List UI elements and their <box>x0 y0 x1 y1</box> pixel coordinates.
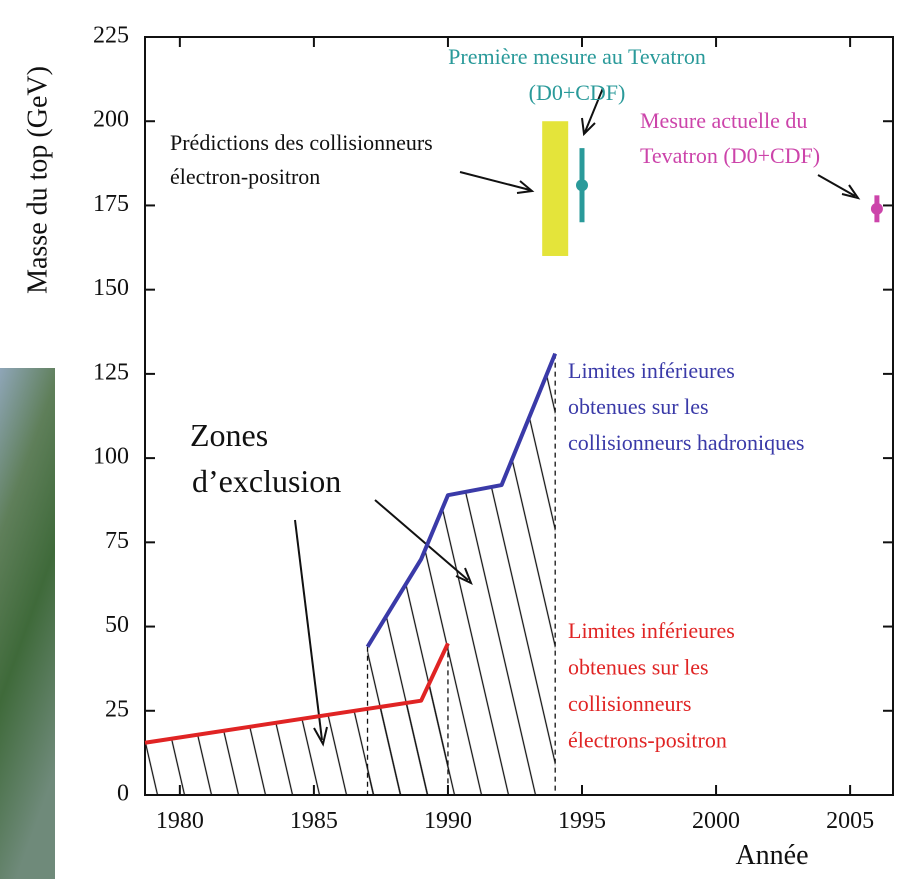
y-axis-label: Masse du top (GeV) <box>22 66 53 294</box>
arrow <box>294 519 323 741</box>
y-tick-label: 125 <box>93 359 129 385</box>
arrow <box>817 174 856 197</box>
measurement-point <box>576 179 589 192</box>
x-tick-label: 2005 <box>826 808 874 834</box>
arrow <box>374 499 469 581</box>
arrow <box>459 171 531 191</box>
y-tick-label: 50 <box>105 612 129 638</box>
annotation-text: Première mesure au Tevatron <box>448 44 706 69</box>
y-tick-label: 175 <box>93 191 129 217</box>
prediction-range <box>542 121 569 256</box>
annotation-text: d’exclusion <box>192 463 341 499</box>
arrow-head <box>455 567 473 585</box>
limit-line <box>365 352 558 648</box>
annotation-text: électrons-positron <box>568 728 727 753</box>
measurement-point <box>870 202 883 215</box>
annotation-text: collisionneurs hadroniques <box>568 430 804 455</box>
y-tick-label: 0 <box>117 781 129 807</box>
annotation-text: Mesure actuelle du <box>640 108 807 133</box>
arrow-head <box>313 726 328 747</box>
y-tick-label: 25 <box>105 696 129 722</box>
annotation-text: Prédictions des collisionneurs <box>170 130 433 155</box>
arrow-head <box>841 184 861 200</box>
annotation-text: Zones <box>190 417 268 453</box>
annotation-text: Tevatron (D0+CDF) <box>640 143 820 168</box>
x-tick-label: 1995 <box>558 808 606 834</box>
annotation-text: collisionneurs <box>568 691 691 716</box>
annotation-text: Limites inférieures <box>568 618 735 643</box>
background-photo <box>0 368 55 879</box>
arrow-head <box>516 180 535 194</box>
annotation-text: obtenues sur les <box>568 394 709 419</box>
y-tick-label: 200 <box>93 107 129 133</box>
x-tick-label: 1985 <box>290 808 338 834</box>
arrow-head <box>581 117 596 137</box>
annotation-text: électron-positron <box>170 164 320 189</box>
annotation-text: (D0+CDF) <box>529 80 626 105</box>
plot-frame <box>144 36 894 796</box>
y-tick-label: 225 <box>93 23 129 49</box>
annotation-text: Limites inférieures <box>568 358 735 383</box>
arrows <box>294 87 861 747</box>
y-tick-label: 75 <box>105 528 129 554</box>
x-tick-label: 2000 <box>692 808 740 834</box>
y-tick-label: 100 <box>93 444 129 470</box>
x-axis-label: Année <box>735 840 808 871</box>
y-tick-label: 150 <box>93 275 129 301</box>
arrow <box>584 87 604 133</box>
x-tick-label: 1980 <box>156 808 204 834</box>
limit-line <box>144 642 450 745</box>
x-tick-label: 1990 <box>424 808 472 834</box>
annotation-text: obtenues sur les <box>568 655 709 680</box>
